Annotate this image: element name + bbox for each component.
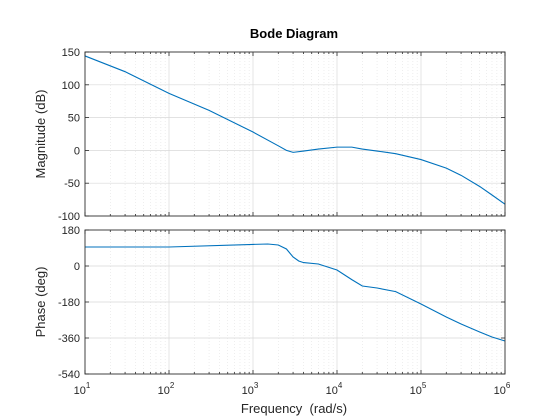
x-axis-label: Frequency (rad/s): [241, 401, 347, 416]
phase-y-tick-label: 180: [62, 225, 80, 237]
magnitude-y-tick-label: 50: [68, 113, 80, 125]
magnitude-y-tick-label: 150: [62, 47, 80, 59]
magnitude-y-tick-label: 100: [62, 80, 80, 92]
phase-plot: 180 0 -180 -360 -540: [58, 225, 506, 381]
phase-y-tick-label: 0: [74, 261, 80, 273]
magnitude-y-tick-label: -100: [58, 211, 80, 223]
x-tick-label: 101: [74, 381, 91, 397]
magnitude-y-axis-label: Magnitude (dB): [33, 90, 48, 179]
x-tick-label: 104: [326, 381, 343, 397]
x-tick-label: 106: [494, 381, 511, 397]
magnitude-series-line: [84, 55, 506, 205]
phase-axes-border: [84, 229, 506, 375]
magnitude-grid: [84, 51, 506, 217]
magnitude-plot: 150 100 50 0 -50 -100: [58, 47, 506, 223]
phase-y-tick-label: -180: [58, 297, 80, 309]
phase-series-line: [85, 243, 506, 342]
magnitude-axes-border: [84, 51, 506, 217]
phase-y-axis-label: Phase (deg): [33, 267, 48, 338]
phase-y-tick-label: -540: [58, 369, 80, 381]
chart-title: Bode Diagram: [250, 26, 338, 41]
magnitude-y-tick-label: 0: [74, 145, 80, 157]
x-tick-label: 103: [242, 381, 259, 397]
magnitude-y-tick-label: -50: [64, 178, 80, 190]
x-tick-label: 102: [158, 381, 175, 397]
x-tick-label: 105: [410, 381, 427, 397]
x-tick-labels: 101 102 103 104 105 106: [74, 381, 511, 397]
phase-y-tick-label: -360: [58, 333, 80, 345]
magnitude-axes: [84, 51, 506, 217]
